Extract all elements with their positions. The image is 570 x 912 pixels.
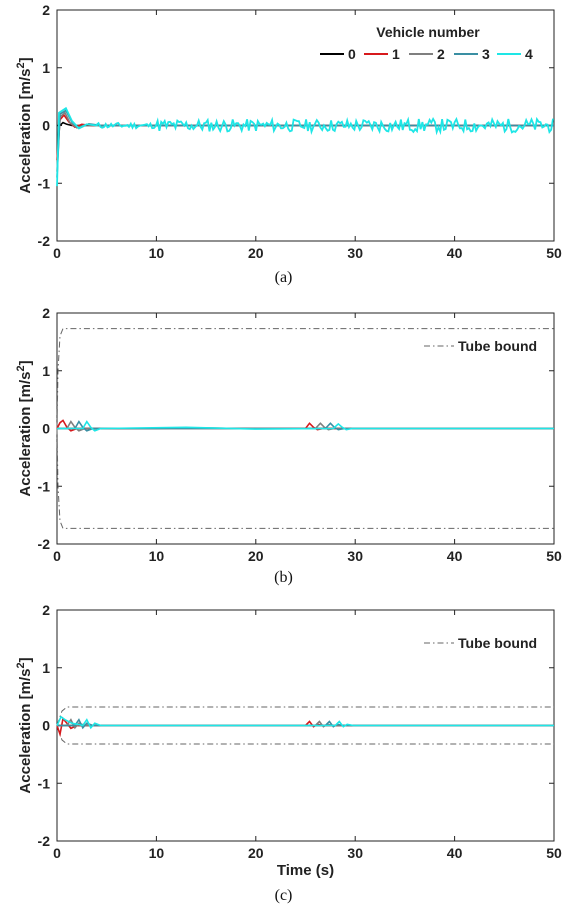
series-line-3 [57,720,554,728]
x-tick-label: 40 [447,845,463,861]
legend-label-3: 3 [482,46,490,62]
x-tick-label: 20 [248,548,264,564]
x-tick-label: 30 [347,548,363,564]
y-tick-label: 0 [42,421,50,437]
y-tick-label: 2 [42,602,50,618]
series-line-1 [57,719,554,735]
x-tick-label: 20 [248,245,264,261]
tube-bound-lower [57,726,554,744]
x-tick-label: 10 [149,245,165,261]
chart-panel-2: 0 10 20 30 40 50 -2 -1 0 1 2 Acceleration [m/s2] (b)… [15,305,562,586]
x-tick-label: 50 [546,845,562,861]
y-tick-label: -2 [38,536,51,552]
x-tick-label: 0 [53,245,61,261]
x-tick-label: 10 [149,548,165,564]
y-tick-label: -2 [38,233,51,249]
panel-caption: (b) [274,569,293,586]
legend-title: Vehicle number [376,24,480,40]
legend-label-0: 0 [348,46,356,62]
series-line-4 [57,422,554,431]
panel-caption: (c) [275,887,293,904]
y-axis-label: Acceleration [m/s2] [15,657,34,793]
y-tick-label: 1 [42,60,50,76]
y-tick-label: 2 [42,2,50,18]
x-tick-label: 40 [447,245,463,261]
x-tick-label: 30 [347,245,363,261]
x-tick-label: 50 [546,245,562,261]
y-axis-label: Acceleration [m/s2] [15,57,34,193]
tube-bound-lower [57,429,554,529]
y-tick-label: -1 [38,775,51,791]
series-line-4 [57,108,553,186]
legend-label-2: 2 [437,46,445,62]
series-line-2 [57,720,554,728]
panel-caption: (a) [275,269,293,286]
y-tick-label: 1 [42,660,50,676]
chart-panel-3: 0 10 20 30 40 50 -2 -1 0 1 2 Acceleration [m/s2] Tim… [15,602,562,904]
x-tick-label: 20 [248,845,264,861]
y-tick-label: 0 [42,118,50,134]
x-tick-label: 30 [347,845,363,861]
series-line-4 [57,717,554,728]
y-tick-label: 0 [42,718,50,734]
legend-label-tube-bound: Tube bound [458,635,537,651]
legend-label-1: 1 [392,46,400,62]
x-tick-label: 0 [53,548,61,564]
legend-label-tube-bound: Tube bound [458,338,537,354]
y-axis-label: Acceleration [m/s2] [15,360,34,496]
legend-label-4: 4 [525,46,533,62]
x-tick-label: 10 [149,845,165,861]
y-tick-label: -1 [38,478,51,494]
tube-bound-upper [57,707,554,725]
x-tick-label: 50 [546,548,562,564]
y-tick-label: 2 [42,305,50,321]
y-tick-label: -1 [38,175,51,191]
y-tick-label: 1 [42,363,50,379]
y-tick-label: -2 [38,833,51,849]
x-tick-label: 40 [447,548,463,564]
x-axis-label: Time (s) [277,862,334,879]
x-tick-label: 0 [53,845,61,861]
